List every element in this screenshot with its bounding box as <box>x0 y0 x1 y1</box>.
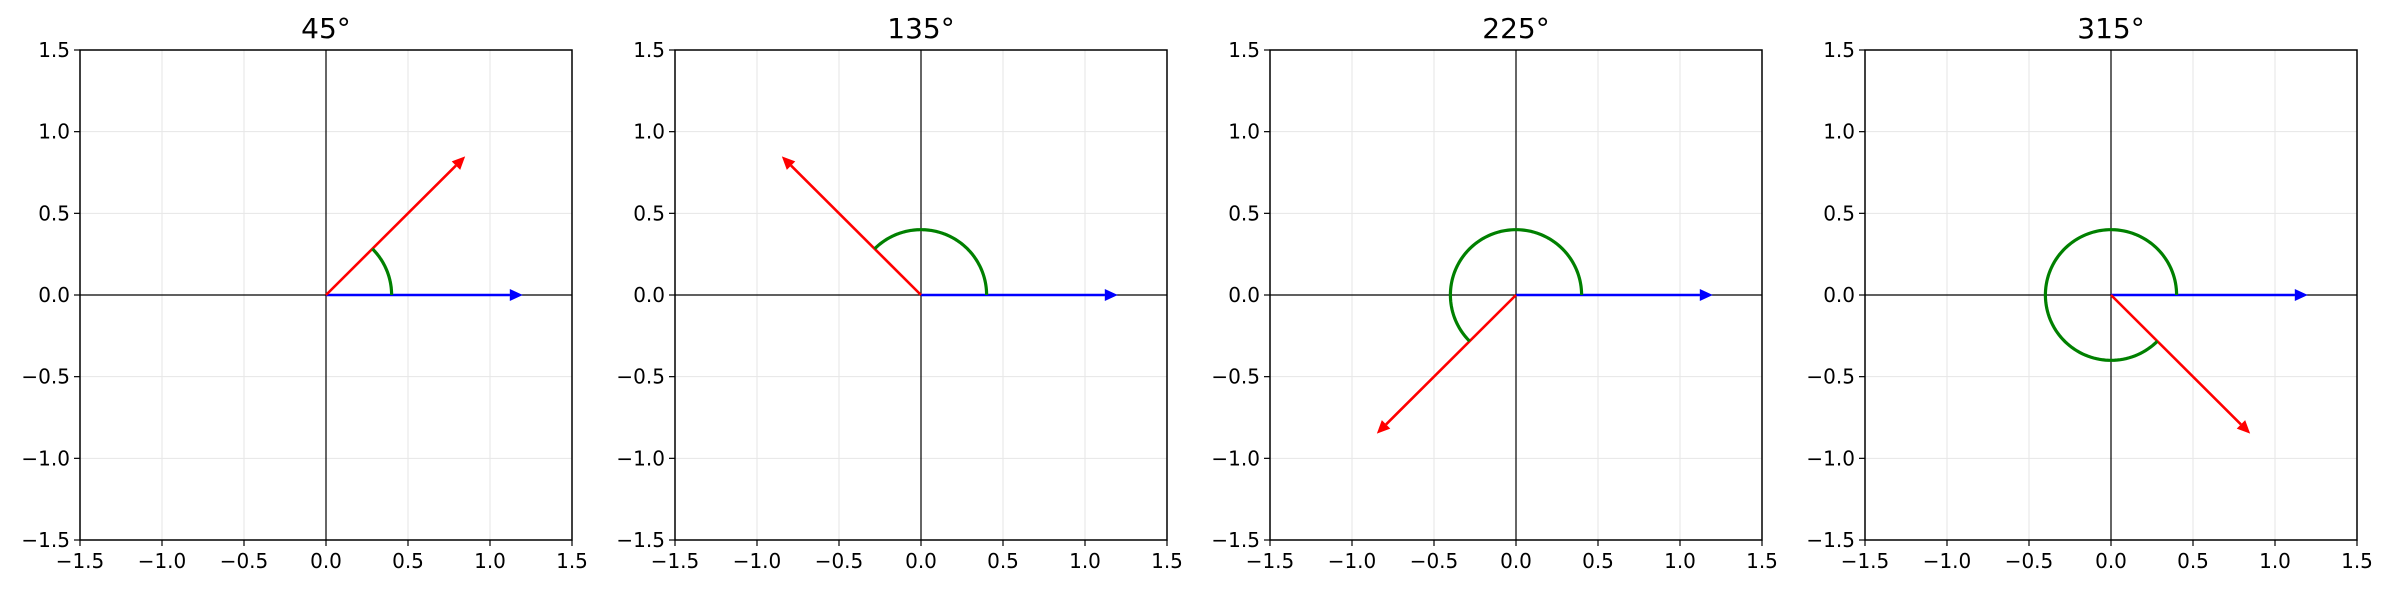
y-tick-label: 0.5 <box>1228 201 1260 225</box>
y-tick-label: −1.5 <box>21 528 70 552</box>
x-tick-label: 0.0 <box>310 549 342 573</box>
y-tick-label: −1.5 <box>1806 528 1855 552</box>
x-tick-label: 0.5 <box>987 549 1019 573</box>
y-tick-label: 0.5 <box>1823 201 1855 225</box>
y-tick-label: 1.0 <box>1823 120 1855 144</box>
x-tick-label: 1.5 <box>1746 549 1778 573</box>
y-tick-label: 0.0 <box>1228 283 1260 307</box>
y-tick-label: 1.0 <box>38 120 70 144</box>
y-tick-label: 1.0 <box>1228 120 1260 144</box>
x-tick-label: 0.5 <box>392 549 424 573</box>
panel-title: 225° <box>1482 12 1549 45</box>
y-tick-label: 1.5 <box>1823 38 1855 62</box>
x-tick-label: 1.0 <box>1664 549 1696 573</box>
chart-panel-2: 135° −1.5 −1.0 −0.5 0.0 0.5 1.0 1.5 −1.5 −1.0 −0.5… <box>616 12 1182 573</box>
x-tick-label: 1.5 <box>1151 549 1183 573</box>
reference-vector-arrow-head <box>2294 289 2308 301</box>
chart-panel-4: 315° −1.5 −1.0 −0.5 0.0 0.5 1.0 1.5 −1.5 −1.0 −0.5… <box>1806 12 2372 573</box>
angle-arc <box>873 228 989 296</box>
x-tick-label: −1.5 <box>56 549 105 573</box>
y-tick-label: 0.0 <box>1823 283 1855 307</box>
chart-panel-1: 45° −1.5 −1.0 −0.5 0.0 0.5 1.0 1.5 −1.5 −1.0 −0.5 0… <box>21 12 587 573</box>
y-tick-label: 1.0 <box>633 120 665 144</box>
y-tick-label: 1.5 <box>633 38 665 62</box>
x-tick-label: 1.5 <box>2341 549 2373 573</box>
y-tick-label: −0.5 <box>1806 365 1855 389</box>
rotated-vector-arrow <box>2110 294 2242 426</box>
x-tick-label: −1.5 <box>1841 549 1890 573</box>
rotated-vector-arrow <box>325 164 457 296</box>
x-tick-label: −1.0 <box>1923 549 1972 573</box>
panel-title: 45° <box>301 12 351 45</box>
y-tick-label: −1.0 <box>1806 446 1855 470</box>
y-tick-label: 1.5 <box>38 38 70 62</box>
x-tick-label: 0.5 <box>2177 549 2209 573</box>
x-tick-label: 1.0 <box>1069 549 1101 573</box>
y-tick-label: 0.5 <box>38 201 70 225</box>
reference-vector-arrow-head <box>1699 289 1713 301</box>
panel-title: 315° <box>2077 12 2144 45</box>
rotated-vector-arrow <box>790 164 922 296</box>
rotated-vector-arrow-head <box>1376 420 1391 434</box>
y-tick-label: −1.0 <box>616 446 665 470</box>
angle-arc <box>2043 228 2179 362</box>
y-tick-label: −1.0 <box>1211 446 1260 470</box>
reference-vector-arrow-head <box>509 289 523 301</box>
x-tick-label: −1.0 <box>138 549 187 573</box>
y-tick-label: −0.5 <box>1211 365 1260 389</box>
y-tick-label: 0.0 <box>38 283 70 307</box>
reference-vector-arrow-head <box>1104 289 1118 301</box>
x-tick-label: 1.0 <box>2259 549 2291 573</box>
angle-arc <box>371 247 394 295</box>
y-tick-label: −0.5 <box>616 365 665 389</box>
rotated-vector-arrow-head <box>451 156 466 170</box>
x-tick-label: −1.5 <box>651 549 700 573</box>
angle-arc <box>1448 228 1584 343</box>
x-tick-label: 1.0 <box>474 549 506 573</box>
x-tick-label: 0.0 <box>2095 549 2127 573</box>
panel-title: 135° <box>887 12 954 45</box>
x-tick-label: 0.0 <box>1500 549 1532 573</box>
rotated-vector-arrow-head <box>2236 420 2251 434</box>
y-tick-label: −1.5 <box>1211 528 1260 552</box>
x-tick-label: −0.5 <box>1410 549 1459 573</box>
y-tick-label: −0.5 <box>21 365 70 389</box>
chart-panel-3: 225° −1.5 −1.0 −0.5 0.0 0.5 1.0 1.5 −1.5 −1.0 −0.5… <box>1211 12 1777 573</box>
x-tick-label: −1.5 <box>1246 549 1295 573</box>
y-tick-label: −1.5 <box>616 528 665 552</box>
x-tick-label: −1.0 <box>1328 549 1377 573</box>
x-tick-label: −0.5 <box>815 549 864 573</box>
x-tick-label: −1.0 <box>733 549 782 573</box>
y-tick-label: 1.5 <box>1228 38 1260 62</box>
x-tick-label: −0.5 <box>2005 549 2054 573</box>
rotated-vector-arrow-head <box>781 156 796 170</box>
y-tick-label: 0.0 <box>633 283 665 307</box>
rotated-vector-arrow <box>1385 294 1517 426</box>
y-tick-label: −1.0 <box>21 446 70 470</box>
x-tick-label: 1.5 <box>556 549 588 573</box>
x-tick-label: 0.0 <box>905 549 937 573</box>
x-tick-label: −0.5 <box>220 549 269 573</box>
y-tick-label: 0.5 <box>633 201 665 225</box>
x-tick-label: 0.5 <box>1582 549 1614 573</box>
